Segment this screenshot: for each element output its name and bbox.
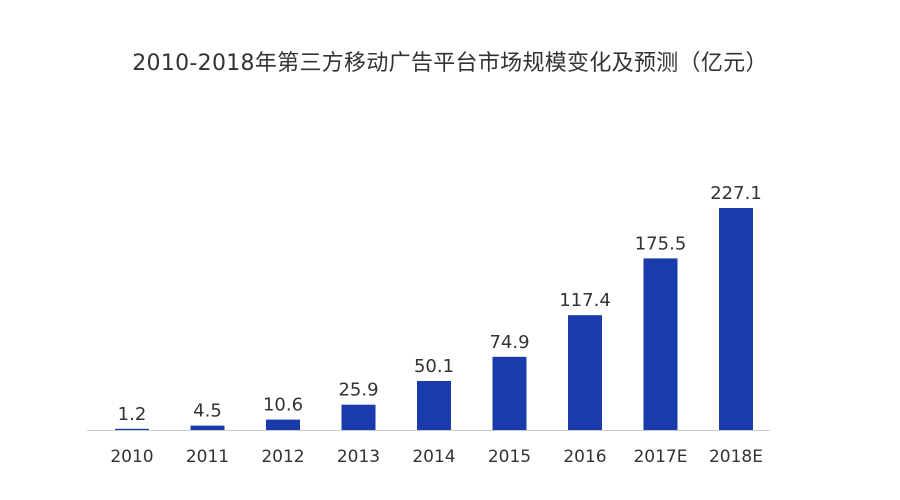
x-tick-label-2017E: 2017E [633,447,687,467]
bar-2012 [266,419,300,430]
bar-2015 [492,356,527,430]
bar-2013 [341,404,376,430]
value-label-2012: 10.6 [263,395,303,416]
value-label-2016: 117.4 [559,290,611,311]
value-label-2011: 4.5 [193,401,222,422]
x-tick-label-2010: 2010 [110,447,153,467]
bar-2014 [417,381,451,430]
bar-2011 [190,425,225,430]
x-tick-label-2011: 2011 [186,447,229,467]
value-label-2010: 1.2 [118,404,147,425]
bar-2010 [115,428,149,430]
bar-2017E [643,258,678,430]
value-label-2014: 50.1 [414,356,454,377]
value-label-2017E: 175.5 [635,233,687,254]
x-tick-label-2014: 2014 [412,447,455,467]
value-label-2018E: 227.1 [710,183,762,204]
value-label-2013: 25.9 [338,380,378,401]
x-tick-label-2012: 2012 [261,447,304,467]
x-tick-label-2013: 2013 [337,447,380,467]
x-tick-label-2018E: 2018E [709,447,763,467]
x-tick-label-2015: 2015 [488,447,531,467]
bar-2018E [719,208,753,430]
bar-2016 [568,315,602,430]
x-tick-label-2016: 2016 [563,447,606,467]
chart-title: 2010-2018年第三方移动广告平台市场规模变化及预测（亿元） [132,51,768,76]
value-label-2015: 74.9 [489,332,529,353]
